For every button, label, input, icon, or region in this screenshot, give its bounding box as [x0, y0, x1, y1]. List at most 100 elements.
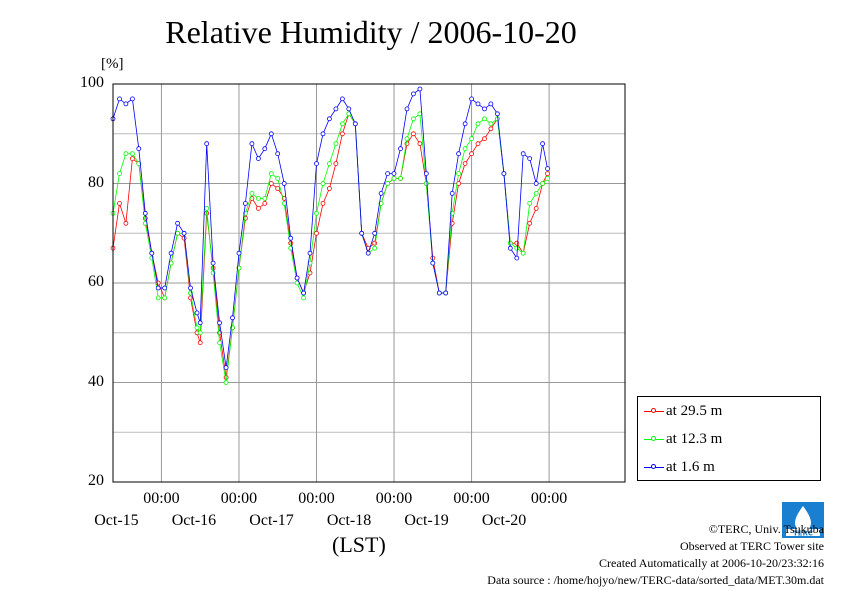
data-point: [281, 181, 287, 186]
data-point: [410, 131, 416, 137]
data-point: [268, 181, 274, 186]
data-point: [242, 200, 248, 206]
data-point: [488, 101, 494, 107]
data-point: [204, 205, 210, 211]
data-point: [314, 230, 319, 236]
data-point: [423, 171, 429, 177]
created-at: Created Automatically at 2006-10-20/23:3…: [599, 556, 824, 570]
data-point: [545, 176, 550, 181]
data-point: [391, 171, 397, 177]
data-point: [514, 245, 520, 251]
data-point: [249, 190, 255, 196]
data-point: [449, 190, 455, 196]
data-point: [155, 285, 161, 291]
terc-logo: TERC: [782, 502, 824, 538]
observed-at: Observed at TERC Tower site: [679, 539, 824, 553]
series-0: [110, 111, 550, 380]
data-point: [268, 171, 274, 177]
data-point: [385, 171, 391, 177]
y-tick-label: 60: [88, 273, 104, 290]
data-point: [359, 230, 365, 236]
data-point: [527, 220, 533, 226]
legend-label: at 12.3 m: [666, 431, 723, 447]
data-point: [262, 200, 268, 206]
data-point: [262, 146, 268, 152]
series-line: [112, 88, 548, 368]
data-point: [475, 101, 481, 107]
legend: at 29.5 m at 12.3 m at 1.6 m: [637, 396, 821, 481]
data-point: [378, 190, 384, 196]
data-point: [533, 181, 539, 186]
data-point: [181, 230, 187, 236]
data-point: [482, 136, 487, 142]
data-point: [217, 340, 223, 346]
data-point: [469, 151, 475, 157]
data-point: [307, 250, 313, 256]
x-tick-date: Oct-18: [326, 512, 372, 529]
data-point: [417, 86, 423, 92]
data-point: [320, 181, 326, 186]
data-point: [430, 260, 436, 266]
series-line: [112, 113, 548, 383]
data-point: [217, 320, 223, 326]
data-point: [194, 325, 200, 331]
x-tick-time: 00:00: [298, 490, 335, 507]
data-point: [249, 141, 255, 147]
data-point: [475, 141, 481, 147]
data-point: [423, 181, 429, 186]
data-point: [410, 116, 416, 122]
data-point: [197, 340, 203, 346]
copyright: ©TERC, Univ. Tsukuba: [708, 522, 824, 536]
data-point: [123, 151, 129, 157]
data-point: [339, 131, 345, 137]
data-point: [255, 195, 261, 201]
data-point: [123, 220, 129, 226]
data-point: [326, 186, 332, 191]
data-point: [339, 121, 345, 127]
data-point: [391, 176, 397, 181]
data-point: [533, 205, 539, 211]
data-point: [230, 315, 235, 321]
data-point: [540, 181, 545, 186]
data-point: [372, 230, 378, 236]
data-point: [545, 171, 550, 177]
x-tick-time: 00:00: [453, 490, 490, 507]
data-point: [436, 290, 442, 296]
data-point: [372, 245, 378, 251]
data-point: [268, 131, 274, 137]
data-point: [117, 96, 122, 102]
data-point: [117, 200, 122, 206]
x-tick-date: Oct-16: [171, 512, 217, 529]
data-point: [288, 235, 294, 241]
data-point: [275, 186, 281, 191]
data-point: [301, 290, 307, 296]
x-axis-label: (LST): [332, 532, 386, 557]
data-point: [255, 156, 261, 162]
data-point: [162, 295, 168, 301]
x-tick-date: Oct-17: [249, 512, 294, 529]
y-tick-label: 40: [88, 372, 104, 390]
data-point: [449, 220, 455, 226]
data-point: [255, 205, 261, 211]
x-tick-time: 00:00: [530, 490, 568, 507]
data-point: [501, 171, 507, 177]
data-point: [469, 96, 475, 102]
data-point: [488, 126, 494, 132]
x-tick-time: 00:00: [220, 490, 258, 507]
data-point: [339, 96, 345, 102]
data-point: [155, 295, 161, 301]
data-point: [123, 101, 129, 107]
y-tick-label: 80: [88, 173, 104, 191]
data-point: [281, 200, 287, 206]
legend-label: at 29.5 m: [666, 403, 723, 419]
data-point: [129, 151, 135, 157]
data-point: [462, 121, 468, 127]
data-point: [326, 161, 332, 167]
data-point: [462, 146, 468, 152]
data-point: [404, 136, 410, 142]
data-point: [194, 310, 200, 316]
data-point: [314, 161, 319, 167]
data-point: [197, 330, 203, 336]
y-tick-label: 20: [88, 472, 104, 489]
data-point: [188, 285, 193, 291]
